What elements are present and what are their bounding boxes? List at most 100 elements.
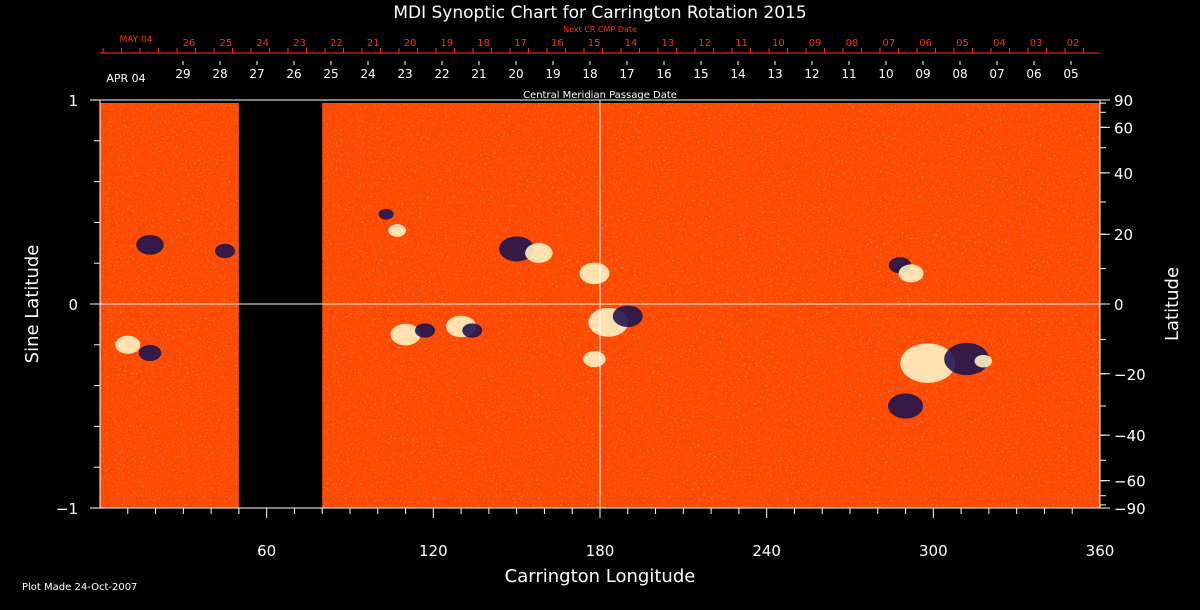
next-date-label: 20 — [404, 38, 417, 49]
next-date-label: 21 — [367, 38, 380, 49]
active-region-negative — [415, 323, 435, 338]
active-region-positive — [898, 264, 924, 283]
next-date-label: 11 — [735, 38, 748, 49]
x-tick-label: 60 — [257, 542, 276, 560]
active-region-positive — [390, 323, 421, 346]
cmp-date-label: 18 — [582, 67, 597, 81]
y-axis-right: 90 60 40 20 0 −20 −40 −60 −90 — [1100, 92, 1146, 518]
active-region-positive — [583, 350, 606, 368]
cmp-date-label: 16 — [656, 67, 671, 81]
cmp-date-label: 06 — [1026, 67, 1041, 81]
y-right-tick-label: 90 — [1114, 92, 1133, 110]
cmp-date-label: 24 — [360, 67, 375, 81]
cmp-date-label: 26 — [286, 67, 301, 81]
active-region-negative — [136, 234, 164, 255]
active-region-positive — [525, 243, 553, 263]
next-date-label: 04 — [993, 38, 1006, 49]
active-region-negative — [499, 236, 535, 262]
next-date-label: 16 — [551, 38, 564, 49]
cmp-date-label: 11 — [841, 67, 856, 81]
y-right-tick-label: 20 — [1114, 226, 1133, 244]
active-region-positive — [900, 343, 956, 383]
active-region-negative — [888, 393, 924, 419]
next-date-label: 18 — [477, 38, 490, 49]
next-date-label: 09 — [809, 38, 822, 49]
next-date-labels: 26 25 24 23 22 21 20 19 18 17 16 15 14 13 12 11 10 09 08 07… — [102, 38, 1084, 53]
next-date-label: 26 — [183, 38, 196, 49]
active-region-negative — [462, 323, 483, 338]
active-region-positive — [115, 335, 141, 354]
next-date-label: 25 — [219, 38, 232, 49]
cmp-date-label: 17 — [619, 67, 634, 81]
cmp-date-label: 13 — [767, 67, 782, 81]
x-axis: 60 120 180 240 300 360 — [127, 508, 1115, 560]
x-tick-label: 300 — [919, 542, 948, 560]
y-right-tick-label: −90 — [1114, 500, 1146, 518]
cmp-date-label: 12 — [804, 67, 819, 81]
active-region-negative — [215, 243, 235, 259]
cmp-date-label: 08 — [952, 67, 967, 81]
next-date-label: 07 — [882, 38, 895, 49]
next-date-label: 23 — [293, 38, 306, 49]
y-left-tick-label: 0 — [68, 296, 78, 314]
active-region-negative — [138, 344, 162, 362]
next-cr-label: Next CR CMP Date — [563, 25, 637, 34]
active-region-negative — [378, 208, 394, 220]
active-region-positive — [388, 224, 406, 237]
next-date-label: 05 — [956, 38, 969, 49]
x-tick-label: 120 — [419, 542, 448, 560]
cmp-date-label: 21 — [471, 67, 486, 81]
data-gap — [238, 103, 323, 508]
x-axis-title: Carrington Longitude — [505, 566, 696, 587]
next-date-label: 03 — [1030, 38, 1043, 49]
cmp-date-label: 07 — [989, 67, 1004, 81]
cmp-label: Central Meridian Passage Date — [523, 90, 677, 101]
next-date-label: 12 — [698, 38, 711, 49]
cmp-date-label: 19 — [545, 67, 560, 81]
active-region-positive — [974, 354, 993, 368]
cmp-date-label: 25 — [323, 67, 338, 81]
grid-lines — [100, 100, 1100, 508]
next-date-label: 10 — [772, 38, 785, 49]
next-date-label: 14 — [625, 38, 638, 49]
y-axis-title-left: Sine Latitude — [22, 245, 43, 364]
x-tick-label: 240 — [752, 542, 781, 560]
next-date-label: 19 — [440, 38, 453, 49]
next-date-label: 15 — [588, 38, 601, 49]
cmp-month-label: APR 04 — [106, 72, 145, 85]
y-right-tick-label: −60 — [1114, 473, 1146, 491]
cmp-date-label: 10 — [878, 67, 893, 81]
cmp-date-label: 27 — [249, 67, 264, 81]
cmp-date-label: 15 — [693, 67, 708, 81]
y-axis-title-right: Latitude — [1162, 267, 1183, 341]
cmp-date-labels: 29 28 27 26 25 24 23 22 21 20 19 18 17 16 15 14 13 12 11 10… — [175, 61, 1079, 81]
x-tick-label: 180 — [586, 542, 615, 560]
next-date-label: 24 — [256, 38, 269, 49]
cmp-date-label: 28 — [212, 67, 227, 81]
next-date-label: 08 — [846, 38, 859, 49]
y-right-tick-label: −20 — [1114, 366, 1146, 384]
y-left-tick-label: −1 — [56, 500, 78, 518]
y-left-tick-label: 1 — [68, 92, 78, 110]
y-right-tick-label: 60 — [1114, 119, 1133, 137]
next-date-label: 13 — [661, 38, 674, 49]
next-month-label: MAY 04 — [119, 35, 152, 45]
y-right-tick-label: 0 — [1114, 296, 1124, 314]
next-date-label: 02 — [1067, 38, 1080, 49]
x-tick-label: 360 — [1086, 542, 1115, 560]
cmp-date-label: 22 — [434, 67, 449, 81]
cmp-date-label: 05 — [1063, 67, 1078, 81]
cmp-date-label: 20 — [508, 67, 523, 81]
cmp-date-label: 09 — [915, 67, 930, 81]
y-right-tick-label: −40 — [1114, 427, 1146, 445]
next-date-label: 22 — [330, 38, 343, 49]
active-regions — [115, 208, 993, 419]
active-region-negative — [944, 342, 990, 376]
active-region-positive — [579, 262, 610, 285]
next-date-label: 17 — [514, 38, 527, 49]
y-right-tick-label: 40 — [1114, 165, 1133, 183]
plot-made-text: Plot Made 24-Oct-2007 — [22, 582, 137, 593]
cmp-date-label: 14 — [730, 67, 745, 81]
chart-title: MDI Synoptic Chart for Carrington Rotati… — [393, 3, 806, 23]
